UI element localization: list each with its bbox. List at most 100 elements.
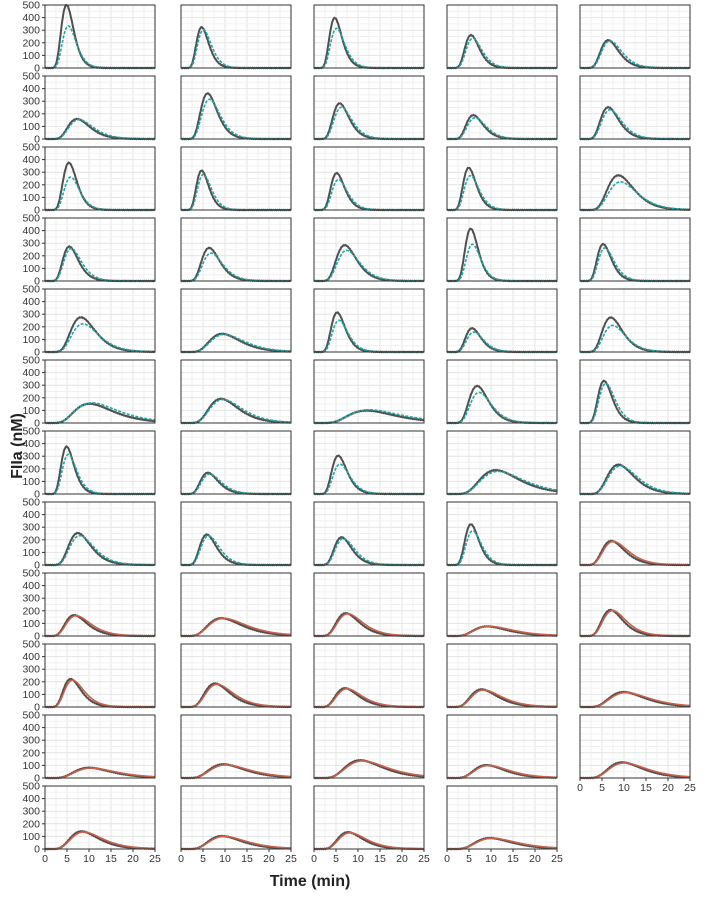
y-tick-label: 300 bbox=[22, 451, 40, 463]
y-tick-label: 0 bbox=[34, 702, 40, 714]
fitted-series-line bbox=[580, 465, 691, 495]
fitted-series-line bbox=[447, 625, 558, 637]
panel-border bbox=[44, 714, 156, 779]
panel-border bbox=[446, 785, 558, 850]
fitted-series-line bbox=[45, 402, 156, 424]
y-tick-label: 200 bbox=[22, 250, 40, 262]
panel-border bbox=[313, 430, 425, 495]
y-tick-label: 200 bbox=[22, 108, 40, 120]
y-tick-label: 0 bbox=[34, 63, 40, 75]
y-tick-label: 500 bbox=[22, 213, 40, 225]
facet-panel bbox=[579, 146, 691, 212]
panel-border bbox=[579, 572, 691, 637]
x-tick-label: 15 bbox=[640, 782, 652, 794]
y-tick-label: 500 bbox=[22, 426, 40, 438]
facet-panel bbox=[313, 288, 425, 354]
facet-panel bbox=[180, 714, 292, 780]
y-tick-label: 300 bbox=[22, 96, 40, 108]
fitted-series-line bbox=[314, 832, 425, 850]
panel-border bbox=[44, 146, 156, 211]
facet-panel bbox=[579, 217, 691, 283]
panel-border bbox=[180, 714, 292, 779]
facet-panel bbox=[180, 75, 292, 141]
fitted-series-line bbox=[181, 683, 292, 708]
y-tick-label: 200 bbox=[22, 463, 40, 475]
y-tick-label: 0 bbox=[34, 489, 40, 501]
facet-panel bbox=[180, 146, 292, 212]
facet-panel bbox=[180, 501, 292, 567]
x-tick-label: 0 bbox=[444, 853, 450, 865]
facet-panel bbox=[313, 146, 425, 212]
fitted-series-line bbox=[447, 470, 558, 495]
facet-panel bbox=[446, 4, 558, 70]
x-tick-label: 20 bbox=[662, 782, 674, 794]
panel-border bbox=[446, 75, 558, 140]
panel-border bbox=[446, 288, 558, 353]
y-tick-label: 400 bbox=[22, 509, 40, 521]
fitted-series-line bbox=[181, 764, 292, 779]
facet-panel bbox=[180, 217, 292, 283]
panel-border bbox=[579, 146, 691, 211]
panel-border bbox=[44, 75, 156, 140]
y-tick-label: 400 bbox=[22, 12, 40, 24]
x-tick-label: 20 bbox=[263, 853, 275, 865]
fitted-series-line bbox=[314, 537, 424, 566]
panel-border bbox=[313, 288, 425, 353]
y-tick-label: 500 bbox=[22, 355, 40, 367]
y-tick-label: 200 bbox=[22, 818, 40, 830]
x-tick-label: 5 bbox=[200, 853, 206, 865]
y-tick-label: 500 bbox=[22, 71, 40, 83]
y-tick-label: 0 bbox=[34, 631, 40, 643]
panel-border bbox=[180, 288, 292, 353]
facet-panel bbox=[313, 75, 425, 141]
y-tick-label: 100 bbox=[22, 760, 40, 772]
fitted-series-line bbox=[181, 835, 292, 850]
y-tick-label: 100 bbox=[22, 689, 40, 701]
x-tick-label: 25 bbox=[149, 853, 161, 865]
y-tick-label: 100 bbox=[22, 405, 40, 417]
y-tick-label: 300 bbox=[22, 25, 40, 37]
fitted-series-line bbox=[181, 617, 292, 637]
fitted-series-line bbox=[580, 181, 691, 211]
panel-border bbox=[313, 75, 425, 140]
y-tick-label: 100 bbox=[22, 192, 40, 204]
y-tick-label: 100 bbox=[22, 547, 40, 559]
fitted-series-line bbox=[447, 689, 558, 708]
x-tick-label: 5 bbox=[599, 782, 605, 794]
panel-border bbox=[446, 146, 558, 211]
y-tick-label: 500 bbox=[22, 497, 40, 509]
x-tick-label: 0 bbox=[178, 853, 184, 865]
panel-border bbox=[44, 430, 156, 495]
facet-panel bbox=[180, 572, 292, 638]
x-tick-label: 15 bbox=[105, 853, 117, 865]
facet-panel bbox=[579, 501, 691, 567]
y-tick-label: 0 bbox=[34, 205, 40, 217]
panel-border bbox=[313, 643, 425, 708]
y-tick-label: 400 bbox=[22, 225, 40, 237]
panel-border bbox=[446, 430, 558, 495]
facet-panel bbox=[579, 4, 691, 70]
y-tick-label: 200 bbox=[22, 37, 40, 49]
facet-panel bbox=[579, 359, 691, 425]
facet-panels: 0100200300400500010020030040050001002003… bbox=[22, 0, 696, 865]
facet-panel: 0 5 10 15 20 25 bbox=[577, 714, 696, 794]
panel-border bbox=[44, 4, 156, 69]
y-tick-label: 200 bbox=[22, 179, 40, 191]
facet-panel bbox=[313, 4, 425, 70]
y-tick-label: 300 bbox=[22, 167, 40, 179]
y-tick-label: 100 bbox=[22, 263, 40, 275]
fitted-series-line bbox=[314, 760, 425, 779]
x-tick-label: 20 bbox=[529, 853, 541, 865]
facet-panel: 0 5 10 15 20 25 bbox=[444, 785, 563, 865]
panel-border bbox=[579, 217, 691, 282]
x-tick-label: 15 bbox=[374, 853, 386, 865]
fitted-series-line bbox=[314, 408, 425, 424]
x-axis-title: Time (min) bbox=[270, 873, 351, 890]
facet-panel bbox=[446, 501, 558, 567]
facet-panel bbox=[313, 572, 425, 638]
